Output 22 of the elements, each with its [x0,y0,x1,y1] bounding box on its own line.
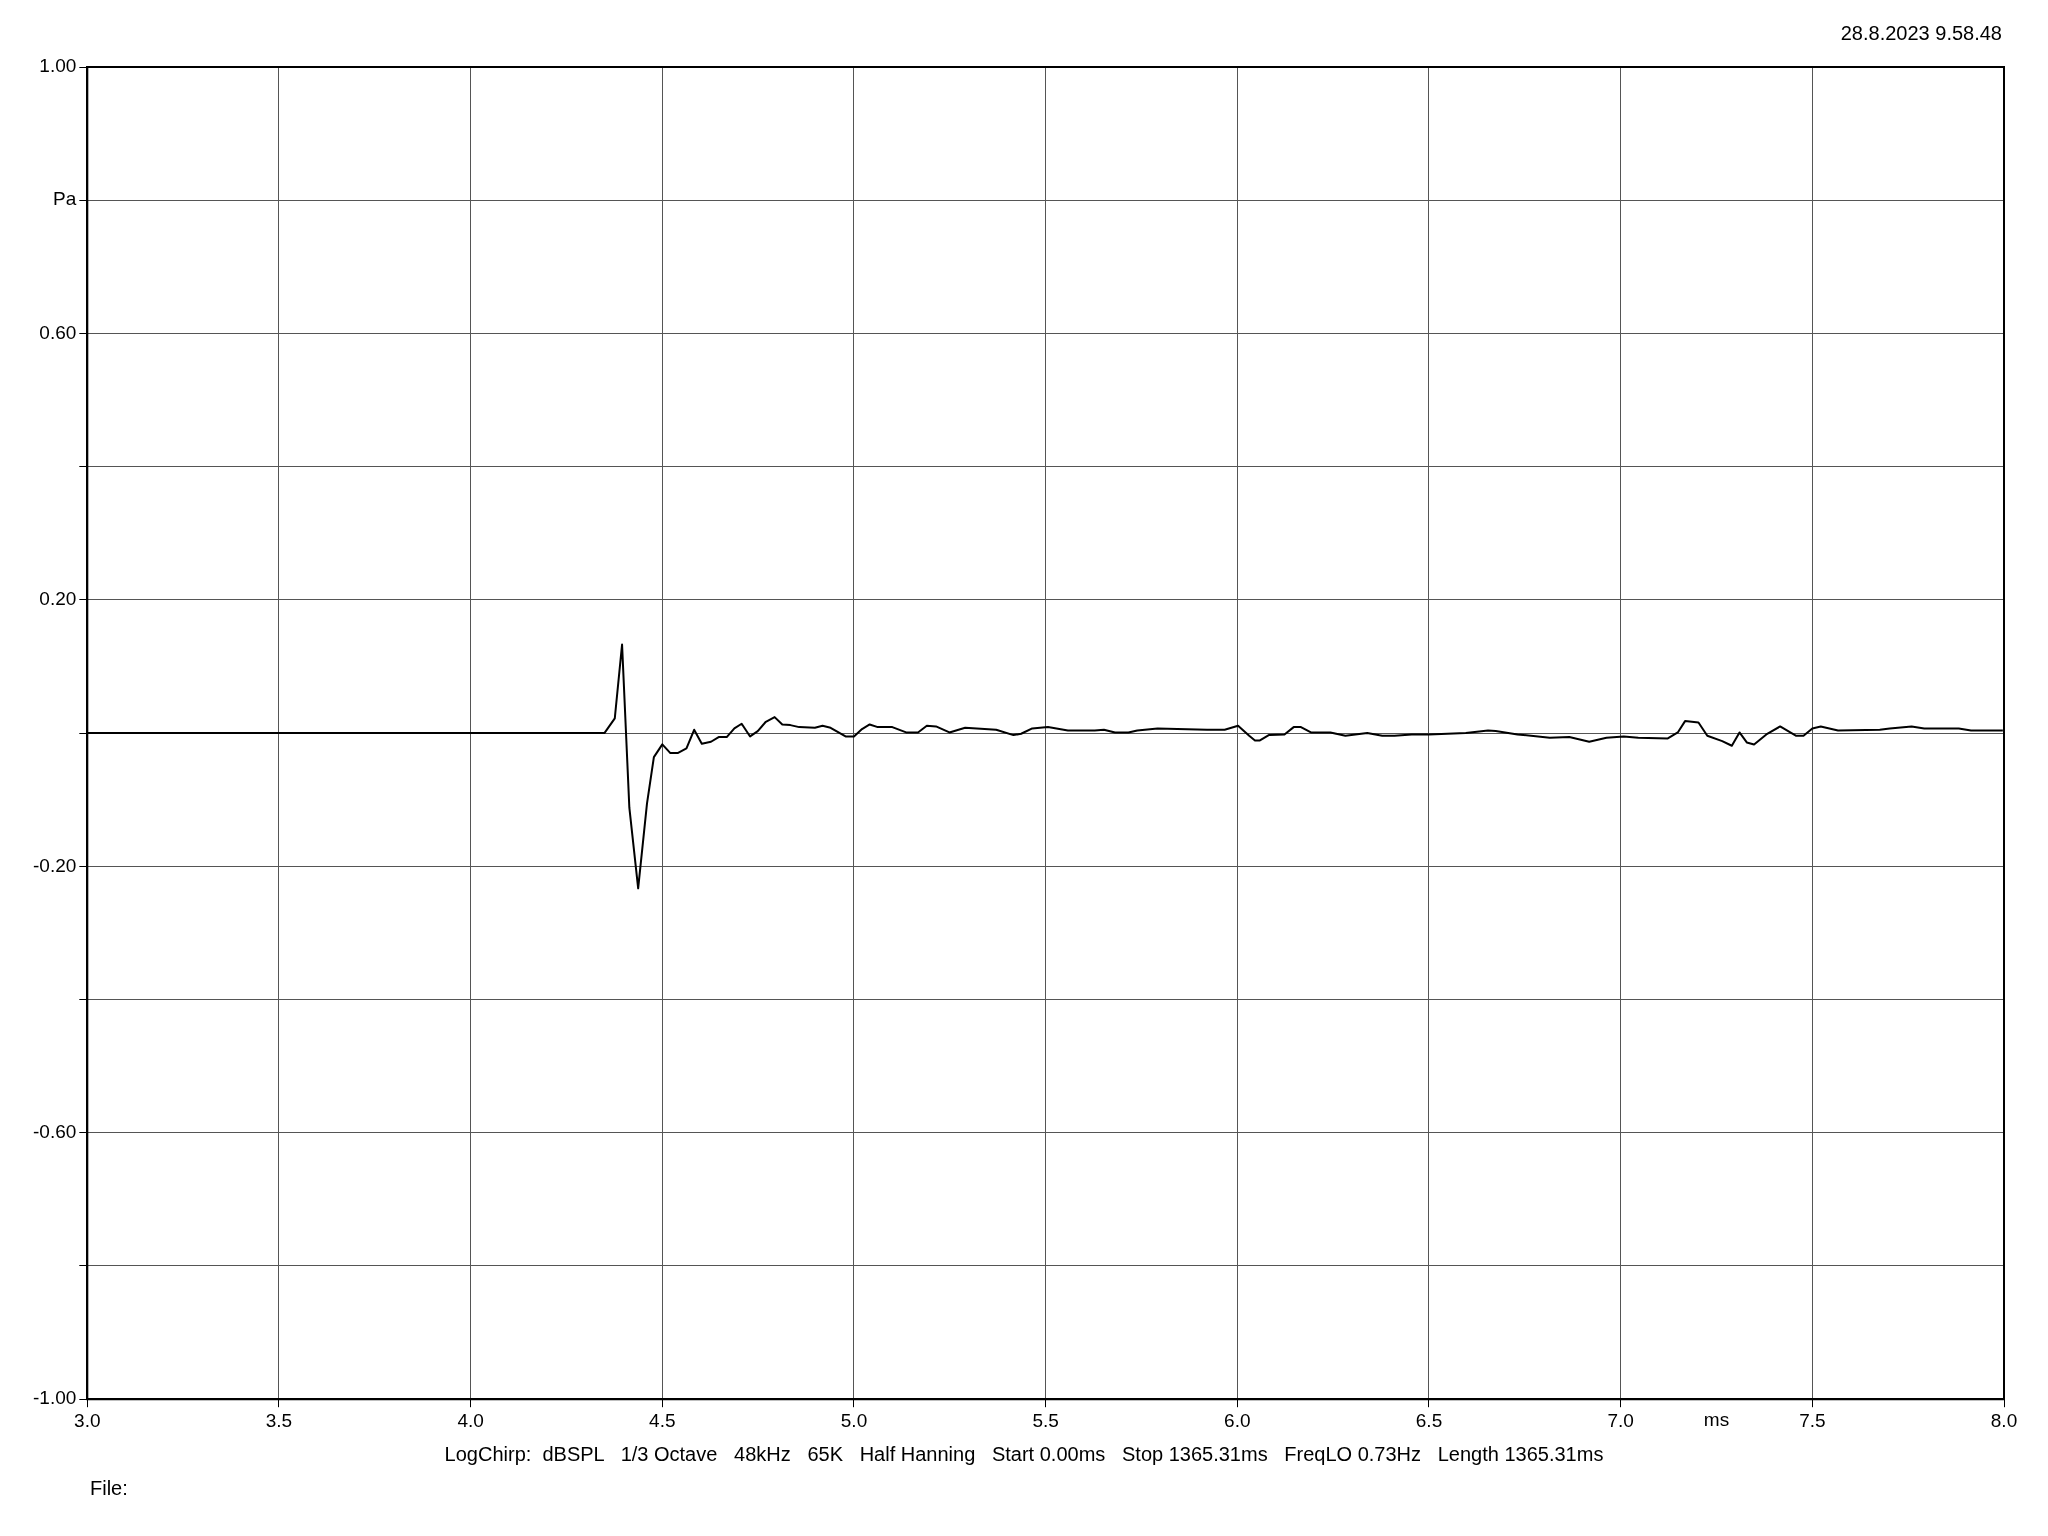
x-tick-label: 6.5 [1415,1409,1443,1431]
x-tick-label: 7.0 [1607,1409,1634,1431]
x-tick-label: 6.0 [1224,1409,1251,1431]
x-tick-label: 8.0 [1990,1409,2018,1431]
x-tick-label: 3.5 [265,1409,293,1431]
y-tick-label: -0.60 [32,1120,77,1142]
text: LogChirp: dBSPL 1/3 Octave 48kHz 65K Half Hanning Start 0.00ms Stop 1365.31ms FreqLO 0.73Hz Length 1365.31ms [443,1443,1605,1466]
x-tick-label: 7.5 [1799,1409,1826,1431]
y-tick-label: 0.20 [39,588,77,610]
x-tick-label: 4.0 [457,1409,484,1431]
y-tick-label: 1.00 [39,55,77,77]
x-tick-label: 3.0 [74,1409,101,1431]
x-tick-label: 5.0 [840,1409,868,1431]
text: File: [90,1477,128,1500]
y-tick-label: -1.00 [32,1387,77,1409]
x-tick-label: 4.5 [649,1409,676,1431]
y-tick-label: -0.20 [32,854,77,876]
text: 28.8.2023 9.58.48 [1840,22,2002,45]
x-axis-title: ms [1703,1408,1730,1430]
y-tick-label: 0.60 [39,321,77,343]
x-tick-label: 5.5 [1032,1409,1059,1431]
y-tick-label: Pa [53,188,77,210]
